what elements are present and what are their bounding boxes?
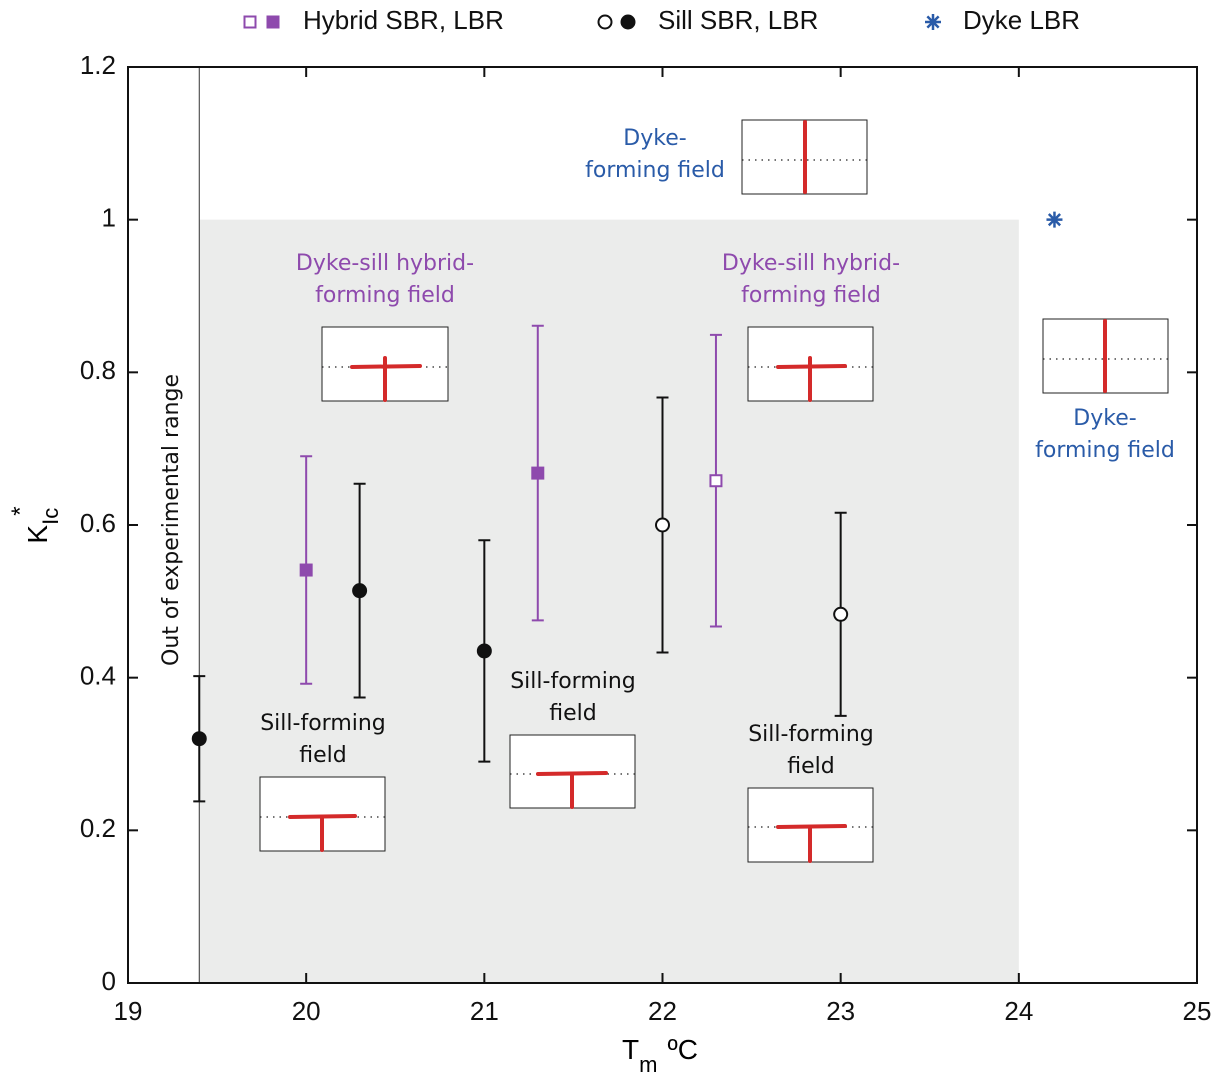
inset-sill [509,734,636,809]
marker [1046,211,1063,228]
label-part: m [639,1052,657,1077]
annotation: field [549,701,596,726]
annotation: forming field [315,283,455,308]
label-part: Ic [38,508,63,525]
legend-marker [243,15,257,29]
inset-dyke [1042,318,1169,394]
label-part: * [7,506,34,515]
x-tick-label: 19 [114,996,143,1026]
annotation: Dyke-sill hybrid- [296,251,474,276]
marker [655,517,670,533]
marker [531,466,545,480]
inset-hybrid [747,326,874,402]
x-tick-label: 20 [292,996,321,1026]
annotation: Sill-forming [748,722,874,747]
marker [299,563,313,577]
annotation: Dyke- [1073,406,1136,431]
x-tick-label: 21 [470,996,499,1026]
y-tick-label: 0.8 [80,355,116,385]
x-tick-label: 22 [648,996,677,1026]
marker [709,474,723,488]
legend-label: Hybrid SBR, LBR [303,5,504,35]
inset-dyke [741,119,868,195]
y-tick-label: 1.2 [80,50,116,80]
y-tick-label: 0.6 [80,508,116,538]
marker [476,643,492,659]
marker [191,731,207,747]
x-tick-label: 24 [1004,996,1033,1026]
annotation: field [299,743,346,768]
y-tick-label: 0.2 [80,813,116,843]
legend-label: Sill SBR, LBR [658,5,818,35]
inset-hybrid [321,326,449,402]
x-tick-label: 23 [826,996,855,1026]
marker [352,583,368,599]
label-part: T [622,1034,639,1065]
y-tick-label: 0 [102,966,116,996]
x-axis-label: Tm ºC [622,1034,698,1076]
annotation: Out of experimental range [159,374,184,666]
annotation: Sill-forming [510,669,636,694]
legend-marker [266,15,280,29]
annotation: forming field [1035,438,1175,463]
insets [259,119,1169,863]
y-tick-label: 0.4 [80,661,116,691]
annotation: Dyke-sill hybrid- [722,251,900,276]
annotation: field [787,754,834,779]
legend-marker [597,14,613,30]
annotation: Sill-forming [260,711,386,736]
annotation: forming field [585,158,725,183]
legend-label: Dyke LBR [963,5,1080,35]
label-part: ºC [667,1034,697,1065]
inset-sill [259,776,386,852]
legend-marker [620,14,636,30]
annotation: forming field [741,283,881,308]
y-axis-label: KIc * [7,506,62,543]
legend-marker [925,14,941,30]
annotation: Dyke- [623,126,686,151]
inset-sill [747,787,874,863]
marker [833,606,849,622]
label-part: K [22,525,53,544]
y-tick-label: 1 [102,203,116,233]
x-tick-label: 25 [1183,996,1212,1026]
